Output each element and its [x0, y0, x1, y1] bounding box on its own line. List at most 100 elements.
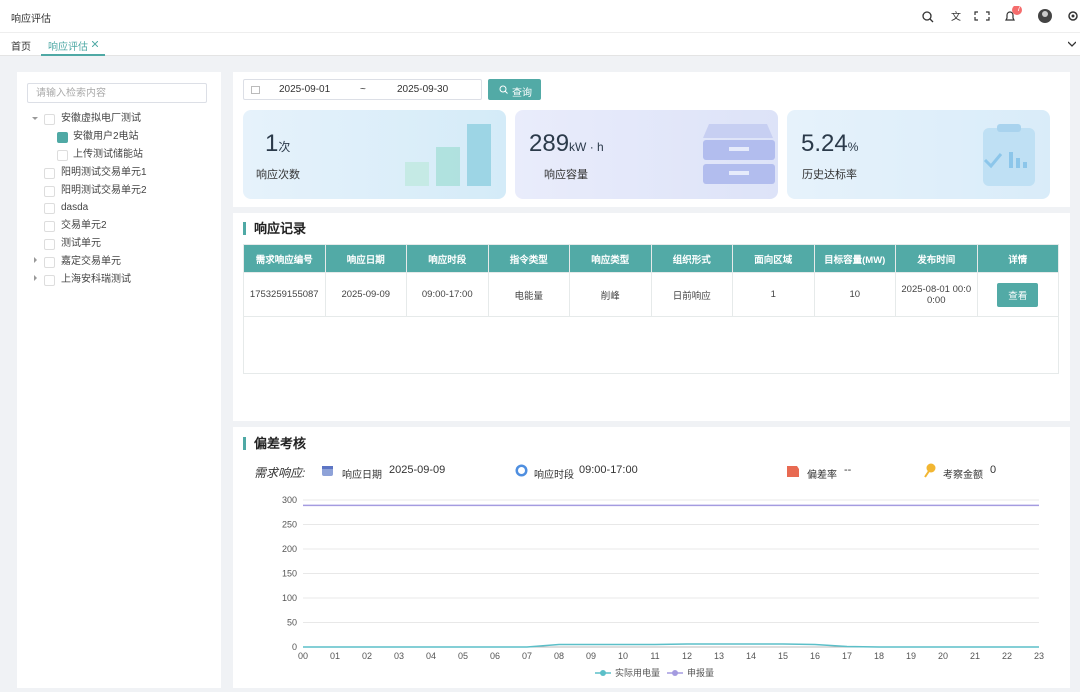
- tree-panel: 请输入检索内容 安徽虚拟电厂测试 安徽用户2电站 上传测试储能站 阳明测试交易单…: [17, 72, 221, 688]
- legend-label: 实际用电量: [615, 667, 660, 678]
- y-tick-label: 300: [282, 495, 297, 505]
- x-tick-label: 22: [1002, 651, 1012, 661]
- table-empty-area: [243, 313, 1059, 374]
- checkbox[interactable]: [57, 150, 68, 161]
- column-header: 详情: [976, 244, 1059, 273]
- search-input[interactable]: 请输入检索内容: [27, 83, 207, 103]
- x-tick-label: 20: [938, 651, 948, 661]
- x-tick-label: 05: [458, 651, 468, 661]
- tree-node[interactable]: 交易单元2: [61, 220, 107, 231]
- deviation-chart: 0 50 100 150 200 250 300 00 01 02 03 04 05 06 07 08 09 10…: [282, 495, 1044, 678]
- calendar-icon: [251, 86, 260, 94]
- table-cell: 查看: [976, 272, 1059, 317]
- x-tick-label: 02: [362, 651, 372, 661]
- tab-menu-chevron[interactable]: [1068, 41, 1076, 47]
- tree-node[interactable]: 阳明测试交易单元1: [61, 167, 147, 178]
- header-row: 需求响应编号 响应日期 响应时段 指令类型 响应类型 组织形式 面向区域 目标容量(MW) 发布…: [243, 244, 1059, 273]
- field-value: 2025-09-09: [389, 464, 446, 476]
- detail-button[interactable]: 查看: [997, 282, 1039, 307]
- range-separator: ~: [360, 84, 366, 95]
- expand-arrow[interactable]: [32, 116, 38, 122]
- tab-close[interactable]: [92, 41, 98, 47]
- stat-label: 历史达标率: [802, 169, 857, 181]
- column-header: 指令类型: [487, 244, 570, 273]
- table-cell: 10: [813, 272, 896, 317]
- clipboard-icon: [983, 124, 1035, 186]
- field-value: 0: [990, 464, 997, 476]
- legend-label: 申报量: [687, 667, 714, 678]
- date-range[interactable]: 2025-09-01 ~ 2025-09-30: [243, 79, 482, 100]
- stat-value: 5.24%: [801, 130, 858, 158]
- cabinet-icon: [703, 124, 775, 184]
- stat-number: 289: [529, 130, 570, 157]
- field-value: 09:00-17:00: [579, 464, 638, 476]
- bar-icon: [405, 124, 491, 186]
- stat-card: 289kW · h 响应容量: [515, 110, 778, 199]
- table-row: 1753259155087 2025-09-09 09:00-17:00 电能量 削峰日…: [243, 272, 1059, 317]
- y-tick-label: 100: [282, 593, 297, 603]
- field-label: 偏差率: [807, 470, 837, 481]
- x-tick-label: 13: [714, 651, 724, 661]
- table-cell: 削峰: [569, 272, 652, 317]
- notification-badge: 7: [1016, 4, 1022, 13]
- checkbox[interactable]: [44, 221, 55, 232]
- checkbox[interactable]: [44, 275, 55, 286]
- demand-label: 需求响应:: [254, 466, 306, 480]
- x-tick-label: 17: [842, 651, 852, 661]
- button-label: 查询: [512, 88, 532, 99]
- column-header: 响应类型: [569, 244, 652, 273]
- field-value: --: [844, 464, 852, 476]
- x-tick-label: 23: [1034, 651, 1044, 661]
- toolbar-icons[interactable]: 文: [915, 6, 1080, 26]
- x-tick-label: 18: [874, 651, 884, 661]
- table-cell: 2025-08-01 00:00:00: [895, 272, 978, 317]
- y-tick-label: 150: [282, 569, 297, 579]
- tree-node[interactable]: 阳明测试交易单元2: [61, 185, 147, 196]
- tab-active[interactable]: 响应评估: [41, 33, 105, 56]
- series-line: [303, 643, 1039, 648]
- tree-node[interactable]: 嘉定交易单元: [61, 256, 121, 267]
- checkbox[interactable]: [44, 114, 55, 125]
- x-tick-label: 11: [650, 651, 659, 661]
- header: 响应评估 文 7: [0, 0, 1080, 33]
- checkbox[interactable]: [44, 239, 55, 250]
- checkbox[interactable]: [44, 186, 55, 197]
- field-label: 考察金额: [943, 470, 983, 481]
- tree-node[interactable]: 测试单元: [61, 238, 101, 249]
- column-header: 组织形式: [650, 244, 733, 273]
- table-cell: 1753259155087: [243, 272, 326, 317]
- expand-arrow[interactable]: [33, 257, 39, 263]
- x-tick-label: 09: [586, 651, 596, 661]
- checkbox-checked[interactable]: [57, 132, 68, 143]
- column-header: 响应日期: [324, 244, 407, 273]
- stat-value: 289kW · h: [529, 130, 604, 158]
- x-tick-label: 12: [682, 651, 692, 661]
- records-panel: 响应记录 需求响应编号 响应日期 响应时段 指令类型 响应类型 组织形式 面向区域 目标容量(…: [233, 213, 1070, 421]
- tree-node[interactable]: 安徽虚拟电厂测试: [61, 113, 141, 124]
- query-button[interactable]: 查询: [488, 79, 541, 100]
- tree-node[interactable]: 上传测试储能站: [73, 149, 143, 160]
- date-icon: [322, 466, 333, 476]
- tab[interactable]: 首页: [11, 42, 31, 53]
- page-title: 响应评估: [11, 14, 51, 25]
- table-cell: 1: [732, 272, 815, 317]
- x-tick-label: 03: [394, 651, 404, 661]
- tree-node[interactable]: 上海安科瑞测试: [61, 274, 131, 285]
- stat-card: 1次 响应次数: [243, 110, 506, 199]
- checkbox[interactable]: [44, 203, 55, 214]
- x-tick-label: 07: [522, 651, 532, 661]
- expand-arrow[interactable]: [33, 275, 39, 281]
- checkbox[interactable]: [44, 257, 55, 268]
- tab-bar: 首页 响应评估: [0, 33, 1080, 56]
- y-tick-label: 50: [287, 618, 297, 628]
- amount-icon: [924, 463, 936, 478]
- column-header: 面向区域: [732, 244, 815, 273]
- column-header: 发布时间: [895, 244, 978, 273]
- checkbox[interactable]: [44, 168, 55, 179]
- stat-label: 响应容量: [544, 169, 588, 181]
- y-tick-label: 0: [292, 642, 297, 652]
- records-table: 需求响应编号 响应日期 响应时段 指令类型 响应类型 组织形式 面向区域 目标容量(MW) 发布…: [243, 244, 1059, 317]
- tree-node[interactable]: dasda: [61, 202, 89, 213]
- tree-node[interactable]: 安徽用户2电站: [73, 131, 139, 142]
